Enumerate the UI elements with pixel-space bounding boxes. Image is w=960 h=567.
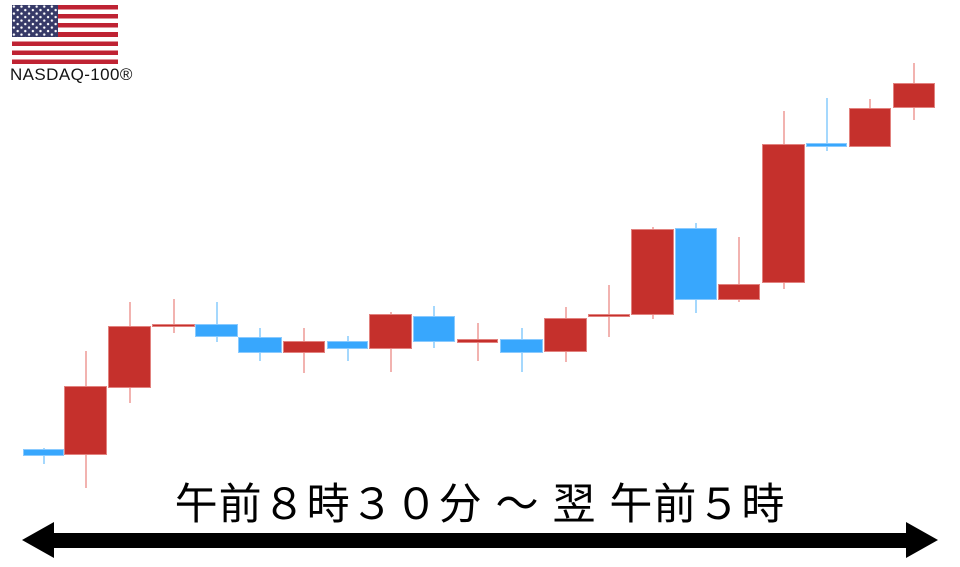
candle-body: [64, 386, 107, 455]
candle-body: [893, 83, 935, 108]
candle-body: [675, 228, 717, 300]
candle-wick: [825, 98, 828, 151]
candle-body: [806, 143, 847, 147]
candle-body: [152, 324, 195, 327]
index-name-label: NASDAQ-100®: [10, 65, 133, 84]
candle-body: [718, 284, 760, 300]
candle-body: [413, 316, 455, 342]
candle-body: [283, 341, 325, 353]
us-flag-icon: [12, 5, 118, 64]
candle-body: [500, 339, 543, 353]
session-hours-label: 午前８時３０分 ～ 翌 午前５時: [174, 481, 786, 529]
candle-wick: [608, 285, 610, 337]
candle-wick: [172, 299, 175, 333]
candle-body: [369, 314, 412, 349]
candle-body: [238, 337, 282, 353]
candle-body: [195, 324, 238, 337]
candle-body: [457, 339, 498, 343]
candle-body: [544, 318, 587, 352]
time-range-arrow-shape: [22, 522, 938, 558]
candle-body: [108, 326, 151, 388]
candle-body: [849, 108, 891, 147]
candle-wick: [215, 302, 218, 342]
candle-body: [631, 229, 674, 315]
candle-wick: [42, 448, 45, 464]
candle-body: [762, 144, 805, 283]
candle-body: [588, 314, 630, 317]
us-flag-canton: [12, 5, 58, 37]
candle-body: [327, 341, 368, 349]
candle-wick: [738, 237, 740, 302]
candle-body: [23, 449, 64, 456]
